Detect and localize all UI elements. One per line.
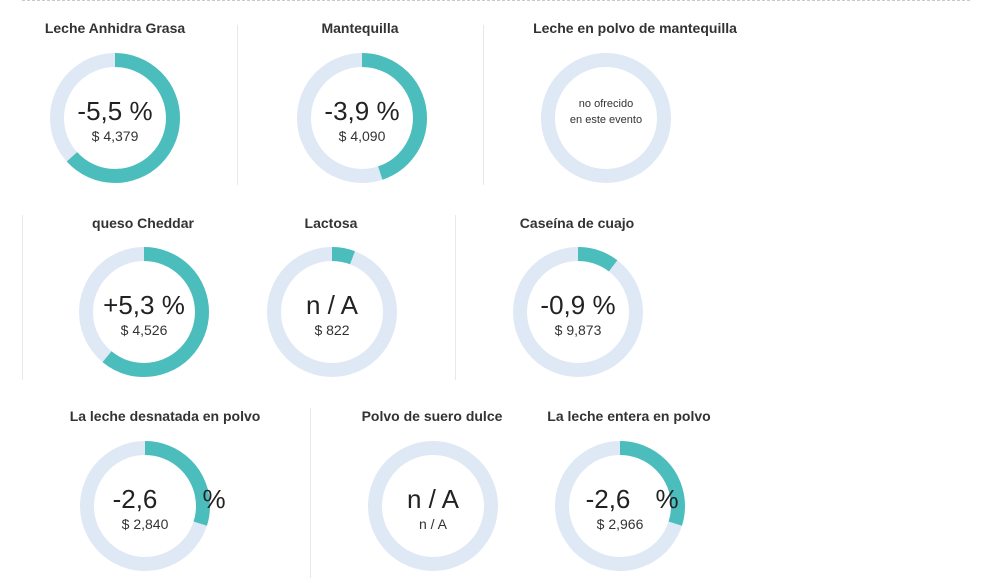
donut-chart (80, 441, 210, 571)
change-percent: -5,5 % (77, 96, 153, 126)
column-divider (455, 215, 456, 380)
donut-chart (79, 247, 209, 377)
donut-card-mantequilla: Mantequilla (260, 20, 460, 190)
chart-title: Leche Anhidra Grasa (44, 20, 186, 36)
chart-title: La leche desnatada en polvo (69, 408, 261, 424)
donut-chart (513, 247, 643, 377)
donut-chart (297, 53, 427, 183)
column-divider (237, 25, 238, 185)
donut-arc (80, 441, 210, 571)
price-label: $ 4,526 (120, 322, 168, 338)
donut-card-leche-anhidra-grasa: Leche Anhidra Grasa (15, 20, 215, 190)
donut-arc (513, 247, 643, 377)
donut-arc (297, 53, 427, 183)
donut-card-lactosa: Lactosa (231, 215, 431, 385)
change-percent-suffix: % (655, 484, 679, 514)
not-offered-note: no ofrecido en este evento (556, 96, 656, 128)
chart-title: La leche entera en polvo (547, 408, 711, 424)
change-percent: -2,6 (112, 484, 158, 514)
donut-card-leche-entera-polvo: La leche entera en polvo (529, 408, 729, 578)
donut-arc (555, 441, 685, 571)
donut-arc (79, 247, 209, 377)
price-label: $ 2,966 (596, 516, 644, 532)
donut-track (541, 53, 671, 183)
column-divider (22, 215, 23, 380)
price-label: $ 9,873 (554, 322, 602, 338)
price-label: $ 4,379 (91, 128, 139, 144)
donut-card-polvo-suero-dulce: Polvo de suero dulce (332, 408, 532, 578)
donut-chart (368, 441, 498, 571)
donut-chart (267, 247, 397, 377)
price-label: $ 2,840 (121, 516, 169, 532)
chart-title: Mantequilla (321, 20, 399, 36)
donut-track (368, 441, 498, 571)
donut-chart (555, 441, 685, 571)
donut-chart (541, 53, 671, 183)
change-percent-suffix: % (202, 484, 226, 514)
change-percent: -3,9 % (324, 96, 400, 126)
donut-card-leche-desnatada-polvo: La leche desnatada en polvo (40, 408, 290, 578)
change-percent: n / A (305, 290, 359, 320)
column-divider (483, 25, 484, 185)
column-divider (310, 408, 311, 578)
change-percent: n / A (406, 484, 460, 514)
change-percent: -0,9 % (540, 290, 616, 320)
chart-title: Lactosa (304, 215, 358, 231)
donut-arc (267, 247, 397, 377)
chart-title: Caseína de cuajo (519, 215, 635, 231)
price-label: n / A (418, 516, 448, 532)
price-label: $ 4,090 (338, 128, 386, 144)
chart-title: Leche en polvo de mantequilla (533, 20, 737, 36)
change-percent: -2,6 (585, 484, 631, 514)
top-divider (22, 0, 970, 1)
price-label: $ 822 (314, 322, 350, 338)
not-offered-line1: no ofrecido (578, 98, 634, 110)
donut-card-leche-polvo-mantequilla: Leche en polvo de mantequilla (520, 20, 750, 190)
chart-title: queso Cheddar (92, 215, 194, 231)
change-percent: +5,3 % (103, 290, 185, 320)
chart-title: Polvo de suero dulce (361, 408, 503, 424)
not-offered-line2: en este evento (569, 114, 643, 126)
donut-card-caseina-de-cuajo: Caseína de cuajo (477, 215, 677, 385)
donut-arc (50, 53, 180, 183)
donut-card-queso-cheddar: queso Cheddar (43, 215, 243, 385)
donut-chart (50, 53, 180, 183)
